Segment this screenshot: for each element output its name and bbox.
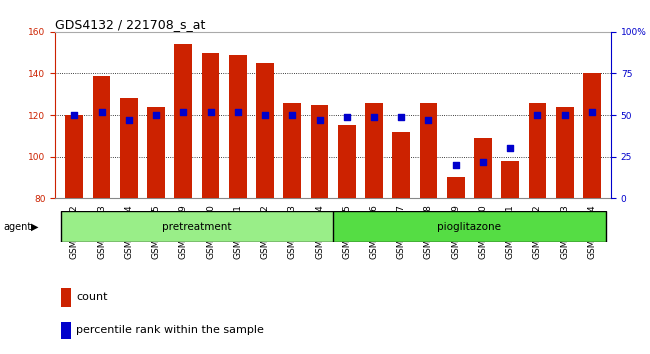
Point [287, 112, 298, 118]
Point [369, 114, 379, 120]
Bar [311, 105, 328, 198]
Text: ▶: ▶ [31, 222, 39, 232]
Bar [202, 53, 220, 198]
Bar [365, 103, 383, 198]
Point [69, 112, 79, 118]
Point [478, 159, 488, 165]
Text: count: count [77, 292, 108, 302]
Text: agent: agent [3, 222, 31, 232]
Bar [60, 211, 333, 242]
Bar [583, 73, 601, 198]
Point [205, 109, 216, 115]
Bar [61, 322, 71, 339]
Point [587, 109, 597, 115]
Point [151, 112, 161, 118]
Point [341, 114, 352, 120]
Point [423, 117, 434, 123]
Bar [256, 63, 274, 198]
Bar [528, 103, 546, 198]
Bar [174, 44, 192, 198]
Text: pioglitazone: pioglitazone [437, 222, 501, 232]
Bar [93, 75, 110, 198]
Point [233, 109, 243, 115]
Point [560, 112, 570, 118]
Point [178, 109, 188, 115]
Bar [393, 132, 410, 198]
Bar [420, 103, 437, 198]
Bar [120, 98, 138, 198]
Text: pretreatment: pretreatment [162, 222, 231, 232]
Bar [338, 125, 356, 198]
Bar [66, 115, 83, 198]
Point [124, 117, 134, 123]
Point [450, 162, 461, 168]
Bar [283, 103, 301, 198]
Point [96, 109, 107, 115]
Bar [147, 107, 165, 198]
Point [260, 112, 270, 118]
Bar [501, 161, 519, 198]
Bar [333, 211, 606, 242]
Text: percentile rank within the sample: percentile rank within the sample [77, 325, 265, 336]
Bar [474, 138, 492, 198]
Bar [229, 55, 246, 198]
Bar [447, 177, 465, 198]
Point [396, 114, 406, 120]
Bar [61, 288, 71, 307]
Bar [556, 107, 573, 198]
Point [315, 117, 325, 123]
Point [532, 112, 543, 118]
Point [505, 145, 515, 151]
Text: GDS4132 / 221708_s_at: GDS4132 / 221708_s_at [55, 18, 205, 31]
